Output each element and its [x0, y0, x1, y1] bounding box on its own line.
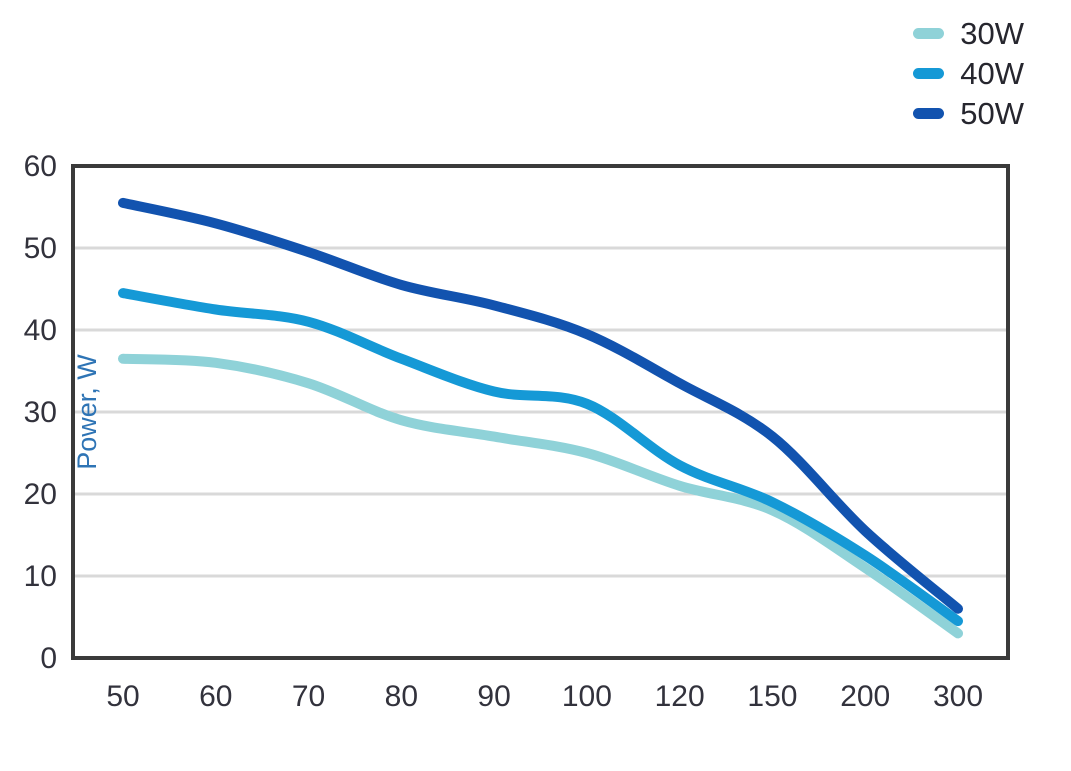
y-axis-title: Power, W	[72, 354, 102, 470]
series-line-40w	[118, 288, 963, 627]
x-tick-label: 300	[933, 680, 983, 713]
legend-row-40w: 40W	[913, 53, 1024, 93]
x-tick-label: 70	[292, 680, 325, 713]
legend-marker-40w	[913, 67, 945, 79]
series-line-30w	[118, 353, 963, 639]
y-tick-label: 60	[24, 150, 57, 183]
legend-row-30w: 30W	[913, 13, 1024, 53]
y-tick-label: 20	[24, 478, 57, 511]
legend-marker-30w	[913, 27, 945, 39]
x-tick-label: 80	[385, 680, 418, 713]
legend-marker-50w	[913, 107, 945, 119]
y-tick-label: 10	[24, 560, 57, 593]
legend-label: 40W	[960, 55, 1024, 91]
x-tick-label: 150	[747, 680, 797, 713]
chart-legend: 30W 40W 50W	[913, 13, 1024, 133]
y-tick-label: 40	[24, 314, 57, 347]
x-tick-label: 200	[840, 680, 890, 713]
legend-label: 50W	[960, 95, 1024, 131]
legend-label: 30W	[960, 15, 1024, 51]
y-tick-label: 0	[40, 642, 57, 675]
x-tick-label: 50	[106, 680, 139, 713]
plot-frame	[71, 164, 1010, 660]
legend-row-50w: 50W	[913, 93, 1024, 133]
x-tick-label: 90	[477, 680, 510, 713]
y-tick-label: 50	[24, 232, 57, 265]
y-tick-label: 30	[24, 396, 57, 429]
x-tick-label: 120	[655, 680, 705, 713]
x-tick-label: 100	[562, 680, 612, 713]
series-line-50w	[118, 197, 963, 614]
x-tick-label: 60	[199, 680, 232, 713]
